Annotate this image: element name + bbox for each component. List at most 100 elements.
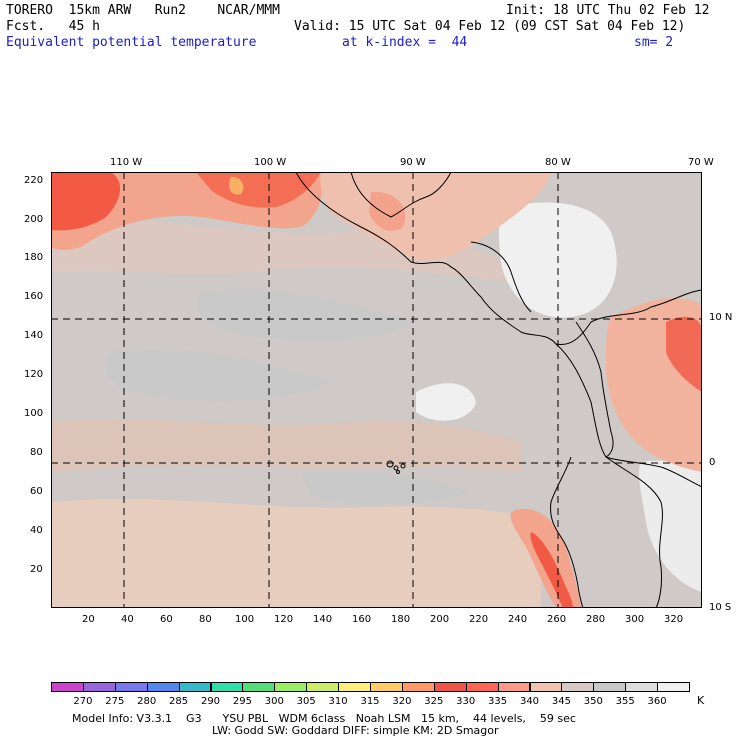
x-grid-label: 80 [199,614,212,625]
x-grid-label: 300 [625,614,645,625]
colorbar-swatch [370,682,403,692]
coastline-peru [550,456,584,608]
colorbar-swatch [625,682,659,692]
field-patch-white [416,383,476,421]
x-grid-label: 20 [82,614,95,625]
y-grid-label: 140 [24,330,44,341]
lon-label: 100 W [254,157,287,168]
x-grid-label: 140 [313,614,333,625]
colorbar-swatch [529,682,563,692]
y-grid-label: 80 [30,447,43,458]
field-hot-nw [51,172,121,231]
colorbar-label: 290 [200,696,221,707]
colorbar-label: 320 [392,696,412,707]
colorbar-label: 360 [647,696,667,707]
valid-time: Valid: 15 UTC Sat 04 Feb 12 (09 CST Sat … [294,19,686,34]
x-grid-label: 120 [274,614,294,625]
colorbar-label: 325 [424,696,444,707]
colorbar-label: 345 [551,696,571,707]
field-band-tan [51,499,541,608]
colorbar-label: 285 [169,696,189,707]
x-grid-label: 220 [469,614,489,625]
y-grid-label: 20 [30,564,43,575]
colorbar-label: 275 [105,696,125,707]
x-grid-label: 40 [121,614,134,625]
field-warm-ca [369,191,406,232]
galapagos-islands [386,460,406,474]
coastline-central-america [295,172,702,346]
x-grid-label: 260 [547,614,567,625]
colorbar-label: 270 [73,696,93,707]
lat-label: 10 N [709,312,733,323]
init-time: Init: 18 UTC Thu 02 Feb 12 [506,3,710,18]
colorbar-swatch [306,682,340,692]
colorbar-swatch [401,682,435,692]
x-grid-label: 280 [586,614,606,625]
colorbar-swatch [114,682,148,692]
field-hot-nw [196,172,321,208]
colorbar-swatch [242,682,276,692]
colorbar-label: 305 [296,696,316,707]
colorbar-swatch [465,682,499,692]
field-band-tan [51,419,521,472]
lon-label: 90 W [400,157,426,168]
colorbar-swatch [178,682,212,692]
field-patch-gray [301,470,471,504]
colorbar-swatch [51,682,84,692]
field-patch-white [638,460,702,592]
lon-label: 110 W [110,157,143,168]
colorbar-label: 335 [488,696,508,707]
border-colombia-panama [575,321,614,458]
colorbar-swatch [274,682,308,692]
lon-label: 80 W [545,157,571,168]
x-grid-label: 60 [160,614,173,625]
colorbar-swatch [82,682,116,692]
y-grid-label: 200 [24,214,44,225]
coastlines [295,172,702,608]
colorbar-swatch [497,682,531,692]
forecast-hour: Fcst. 45 h [6,19,100,34]
colorbar-swatch [561,682,595,692]
y-grid-label: 180 [24,252,44,263]
colorbar-label: 295 [232,696,252,707]
colorbar-swatch [657,682,690,692]
model-info: Model Info: V3.3.1 G3 YSU PBL WDM 6class… [72,712,576,725]
y-grid-label: 120 [24,369,44,380]
smoothing: sm= 2 [634,35,674,50]
colorbar-swatch [338,682,371,692]
field-patch-gray [197,289,411,341]
y-grid-label: 40 [30,525,43,536]
field-name: Equivalent potential temperature [6,35,257,50]
model-title: TORERO 15km ARW Run2 NCAR/MMM [6,3,280,18]
lat-label: 10 S [709,602,732,613]
colorbar-label: 310 [328,696,348,707]
field-patch-gray [106,349,332,401]
x-grid-label: 320 [664,614,684,625]
latlon-grid [51,172,702,608]
field-hot-spot [228,176,244,195]
colorbar-swatch [210,682,244,692]
colorbar-swatch [593,682,627,692]
colorbar-label: 280 [137,696,157,707]
lon-label: 70 W [688,157,714,168]
map-border [51,172,702,608]
coastline-colombia [555,343,702,488]
y-grid-label: 160 [24,291,44,302]
colorbar-swatch [146,682,180,692]
colorbar-label: 300 [264,696,284,707]
k-index: at k-index = 44 [342,35,468,50]
border-south-america [605,456,663,608]
field-hot-coast [530,532,573,608]
y-grid-label: 60 [30,486,43,497]
colorbar-label: 355 [615,696,635,707]
theta-e-map [51,172,702,608]
colorbar-label: 350 [583,696,603,707]
field-hot-east [666,316,702,392]
lat-label: 0 [709,457,716,468]
colorbar-label: 315 [360,696,380,707]
colorbar-label: 340 [519,696,540,707]
x-grid-label: 240 [508,614,528,625]
colorbar-label: 330 [456,696,476,707]
colorbar-swatch [433,682,467,692]
x-grid-label: 180 [391,614,411,625]
